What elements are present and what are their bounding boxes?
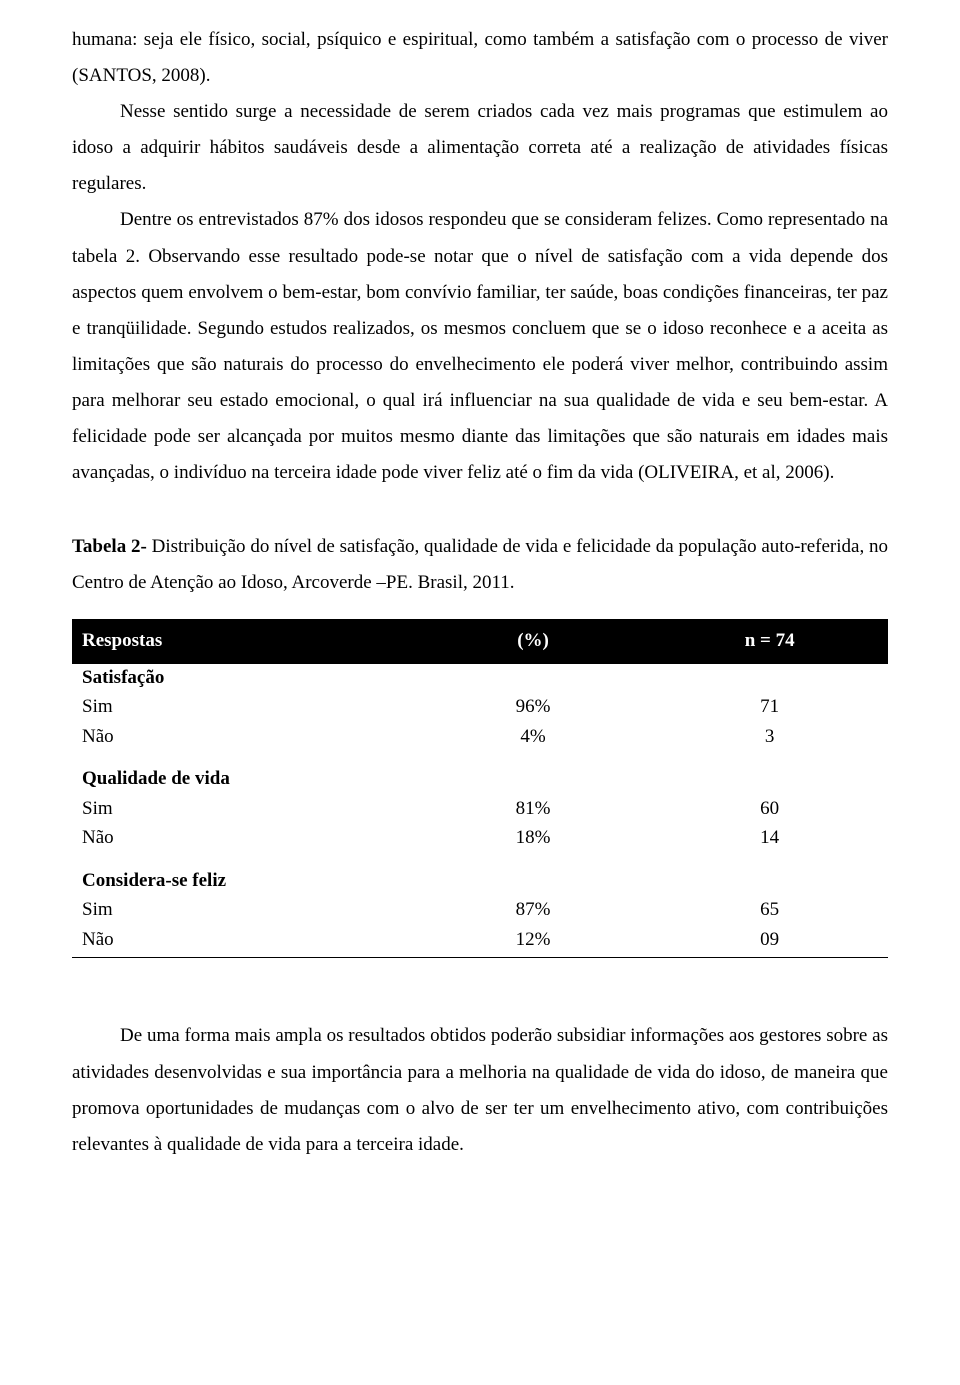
- cell-pct: 96%: [415, 692, 652, 722]
- spacer: [72, 958, 888, 1018]
- cell-label: Não: [72, 722, 415, 752]
- cell-empty: [651, 751, 888, 794]
- table-row: Não 18% 14: [72, 823, 888, 853]
- paragraph-4: De uma forma mais ampla os resultados ob…: [72, 1018, 888, 1162]
- cell-label: Sim: [72, 692, 415, 722]
- col-header-n: n = 74: [651, 619, 888, 663]
- cell-pct: 4%: [415, 722, 652, 752]
- group-title: Qualidade de vida: [72, 751, 415, 794]
- cell-pct: 18%: [415, 823, 652, 853]
- cell-n: 09: [651, 925, 888, 958]
- cell-n: 71: [651, 692, 888, 722]
- cell-pct: 12%: [415, 925, 652, 958]
- cell-label: Sim: [72, 794, 415, 824]
- cell-empty: [651, 853, 888, 896]
- table-row: Sim 87% 65: [72, 895, 888, 925]
- cell-pct: 87%: [415, 895, 652, 925]
- cell-n: 60: [651, 794, 888, 824]
- table-row: Sim 81% 60: [72, 794, 888, 824]
- col-header-pct: (%): [415, 619, 652, 663]
- table-caption-text: Distribuição do nível de satisfação, qua…: [72, 536, 888, 593]
- table-header-row: Respostas (%) n = 74: [72, 619, 888, 663]
- cell-empty: [415, 853, 652, 896]
- cell-label: Não: [72, 823, 415, 853]
- table-row: Sim 96% 71: [72, 692, 888, 722]
- cell-n: 3: [651, 722, 888, 752]
- cell-n: 14: [651, 823, 888, 853]
- table-row: Não 12% 09: [72, 925, 888, 958]
- cell-label: Não: [72, 925, 415, 958]
- cell-empty: [651, 664, 888, 693]
- cell-empty: [415, 751, 652, 794]
- group-title: Satisfação: [72, 664, 415, 693]
- table-group: Qualidade de vida: [72, 751, 888, 794]
- paragraph-3: Dentre os entrevistados 87% dos idosos r…: [72, 202, 888, 491]
- cell-pct: 81%: [415, 794, 652, 824]
- paragraph-2: Nesse sentido surge a necessidade de ser…: [72, 94, 888, 202]
- table-caption: Tabela 2- Distribuição do nível de satis…: [72, 529, 888, 601]
- paragraph-1: humana: seja ele físico, social, psíquic…: [72, 22, 888, 94]
- table-group: Considera-se feliz: [72, 853, 888, 896]
- document-page: humana: seja ele físico, social, psíquic…: [0, 0, 960, 1203]
- table-caption-label: Tabela 2-: [72, 536, 152, 557]
- spacer: [72, 491, 888, 519]
- cell-n: 65: [651, 895, 888, 925]
- table-group: Satisfação: [72, 664, 888, 693]
- group-title: Considera-se feliz: [72, 853, 415, 896]
- col-header-respostas: Respostas: [72, 619, 415, 663]
- table-row: Não 4% 3: [72, 722, 888, 752]
- table-2: Respostas (%) n = 74 Satisfação Sim 96% …: [72, 619, 888, 958]
- cell-label: Sim: [72, 895, 415, 925]
- cell-empty: [415, 664, 652, 693]
